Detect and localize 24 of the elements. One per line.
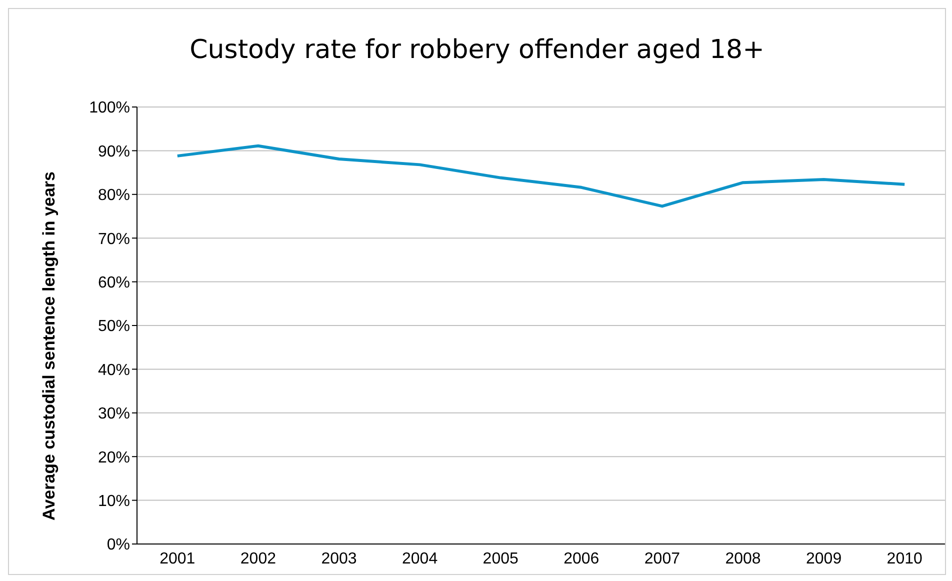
y-tick-label: 90% (98, 143, 130, 160)
x-tick-label: 2005 (482, 550, 518, 568)
y-tick-label: 10% (98, 492, 130, 510)
x-tick-label: 2003 (321, 550, 357, 568)
x-tick-label: 2007 (644, 550, 680, 568)
y-tick-label: 80% (98, 187, 130, 204)
y-tick-label: 20% (98, 449, 130, 466)
y-tick-label: 60% (98, 274, 130, 292)
y-tick-label: 50% (98, 318, 130, 336)
x-tick-label: 2009 (806, 550, 842, 568)
y-tick-label: 0% (106, 536, 130, 554)
x-tick-label: 2001 (160, 550, 196, 568)
line-series (176, 144, 906, 208)
y-tick-label: 40% (98, 362, 130, 379)
chart-title: Custody rate for robbery offender aged 18+ (188, 35, 766, 65)
y-tick-label: 100% (89, 100, 130, 117)
x-tick-label: 2006 (564, 550, 600, 568)
x-tick-label: 2010 (886, 550, 922, 568)
y-tick-label: 30% (98, 406, 130, 423)
x-tick-label: 2004 (402, 550, 438, 568)
y-tick-label: 70% (98, 230, 130, 248)
x-tick-label: 2008 (725, 550, 761, 568)
x-tick-label: 2002 (240, 550, 276, 568)
y-axis-title: Average custodial sentence length in years (39, 172, 59, 520)
